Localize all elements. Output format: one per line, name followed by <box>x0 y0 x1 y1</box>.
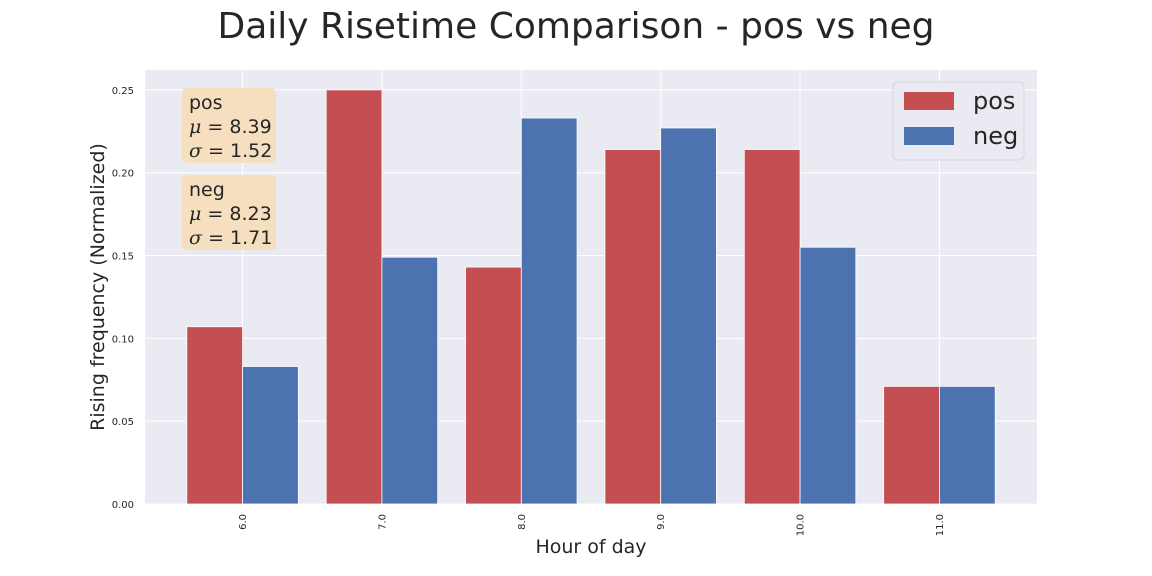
x-tick-label: 8.0 <box>517 514 528 530</box>
y-axis-label: Rising frequency (Normalized) <box>87 143 109 431</box>
bar-pos-8.0 <box>465 266 522 505</box>
y-tick-label: 0.15 <box>112 252 134 263</box>
y-tick-labels: 0.00 0.05 0.10 0.15 0.20 0.25 <box>112 86 134 511</box>
x-axis-label: Hour of day <box>535 536 646 558</box>
bar-neg-9.0 <box>660 127 717 505</box>
bar-neg-6.0 <box>242 366 299 505</box>
bar-pos-7.0 <box>325 89 383 505</box>
stats-sigma: σ = 1.52 <box>189 140 272 162</box>
stats-series-label: pos <box>189 92 223 114</box>
x-tick-label: 7.0 <box>377 514 388 530</box>
y-tick-label: 0.05 <box>112 417 134 428</box>
bar-neg-7.0 <box>381 256 439 505</box>
legend: pos neg <box>892 81 1025 161</box>
bar-pos-11.0 <box>883 385 940 505</box>
x-tick-label: 9.0 <box>656 514 667 530</box>
bar-neg-8.0 <box>520 117 578 505</box>
stats-box-bg <box>182 88 276 163</box>
stats-series-label: neg <box>189 179 225 201</box>
x-tick-label: 11.0 <box>935 514 946 536</box>
stats-box-bg <box>182 175 276 250</box>
legend-swatch-neg <box>904 127 954 145</box>
bar-neg-10.0 <box>799 246 857 505</box>
bar-pos-6.0 <box>186 326 243 505</box>
stats-mean: μ = 8.39 <box>189 116 272 138</box>
stats-mean: μ = 8.23 <box>189 203 272 225</box>
y-tick-label: 0.20 <box>112 169 134 180</box>
chart-title: Daily Risetime Comparison - pos vs neg <box>217 6 934 47</box>
y-tick-label: 0.10 <box>112 334 134 345</box>
bars-group <box>186 89 996 505</box>
stats-sigma: σ = 1.71 <box>189 227 272 249</box>
legend-label-neg: neg <box>973 122 1018 150</box>
x-tick-label: 10.0 <box>796 514 807 536</box>
legend-swatch-pos <box>904 92 954 110</box>
x-tick-labels: 6.0 7.0 8.0 9.0 10.0 11.0 <box>238 514 946 536</box>
legend-label-pos: pos <box>973 87 1015 115</box>
y-tick-label: 0.00 <box>112 500 134 511</box>
x-tick-label: 6.0 <box>238 514 249 530</box>
bar-pos-9.0 <box>604 149 662 505</box>
bar-neg-11.0 <box>939 385 996 505</box>
bar-pos-10.0 <box>743 149 801 505</box>
y-tick-label: 0.25 <box>112 86 134 97</box>
